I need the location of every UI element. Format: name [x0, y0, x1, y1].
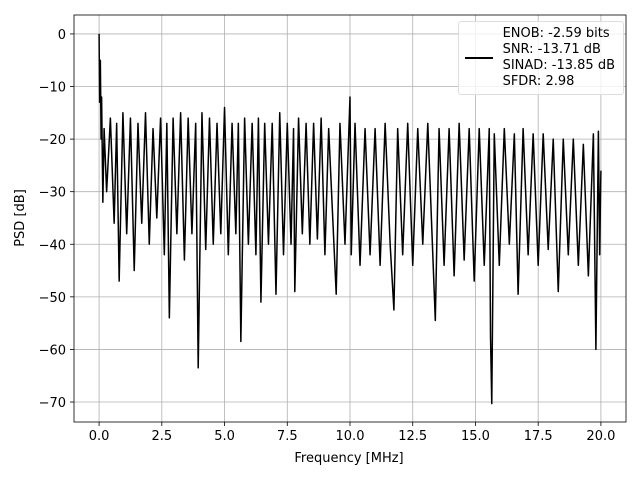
legend: ENOB: -2.59 bits SNR: -13.71 dB SINAD: -… — [457, 21, 624, 95]
y-tick-label: −10 — [39, 81, 66, 96]
y-tick-label: 0 — [58, 28, 66, 43]
x-tick-label: 2.5 — [151, 429, 172, 444]
x-tick-label: 17.5 — [524, 429, 553, 444]
legend-label: ENOB: -2.59 bits SNR: -13.71 dB SINAD: -… — [502, 26, 615, 89]
data-line — [98, 33, 602, 405]
x-tick-label: 5.0 — [214, 429, 235, 444]
y-tick-label: −50 — [39, 291, 66, 306]
x-tick-label: 12.5 — [398, 429, 427, 444]
plot-frame — [73, 14, 627, 423]
x-tick-label: 0.0 — [89, 429, 110, 444]
y-tick-label: −70 — [39, 396, 66, 411]
y-tick-label: −20 — [39, 133, 66, 148]
legend-line — [464, 57, 493, 59]
y-tick-label: −30 — [39, 186, 66, 201]
x-axis-label: Frequency [MHz] — [294, 451, 403, 466]
y-tick-label: −40 — [39, 238, 66, 253]
y-tick-label: −60 — [39, 343, 66, 358]
x-tick-label: 15.0 — [461, 429, 490, 444]
x-tick-label: 10.0 — [336, 429, 365, 444]
y-axis-label: PSD [dB] — [13, 189, 28, 247]
x-tick-label: 7.5 — [277, 429, 298, 444]
x-tick-label: 20.0 — [586, 429, 615, 444]
